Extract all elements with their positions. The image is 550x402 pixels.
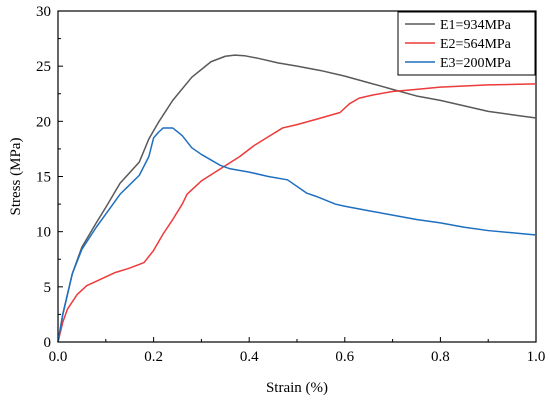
x-tick-label: 0.2 <box>144 349 163 365</box>
x-axis-title: Strain (%) <box>266 380 328 396</box>
x-tick-label: 0.0 <box>49 349 68 365</box>
x-tick-label: 0.6 <box>335 349 354 365</box>
series-line-1 <box>57 54 537 343</box>
y-tick-label: 20 <box>36 114 51 130</box>
x-tick-label: 0.8 <box>431 349 450 365</box>
y-tick-label: 0 <box>44 335 52 351</box>
x-tick-label: 0.4 <box>240 349 259 365</box>
y-tick-label: 15 <box>36 170 51 186</box>
series-line-3 <box>57 127 537 343</box>
y-tick-label: 25 <box>36 59 51 75</box>
legend-label-1: E1=934MPa <box>440 18 512 33</box>
y-tick-label: 10 <box>36 225 51 241</box>
y-tick-label: 30 <box>36 4 51 20</box>
x-tick-label: 1.0 <box>527 349 546 365</box>
legend-label-3: E3=200MPa <box>440 56 512 71</box>
legend: E1=934MPa E2=564MPa E3=200MPa <box>397 11 536 76</box>
series-line-2 <box>57 83 537 343</box>
y-axis-title: Stress (MPa) <box>8 138 24 216</box>
y-tick-label: 5 <box>44 280 52 296</box>
series-group <box>57 54 537 343</box>
legend-label-2: E2=564MPa <box>440 37 512 52</box>
